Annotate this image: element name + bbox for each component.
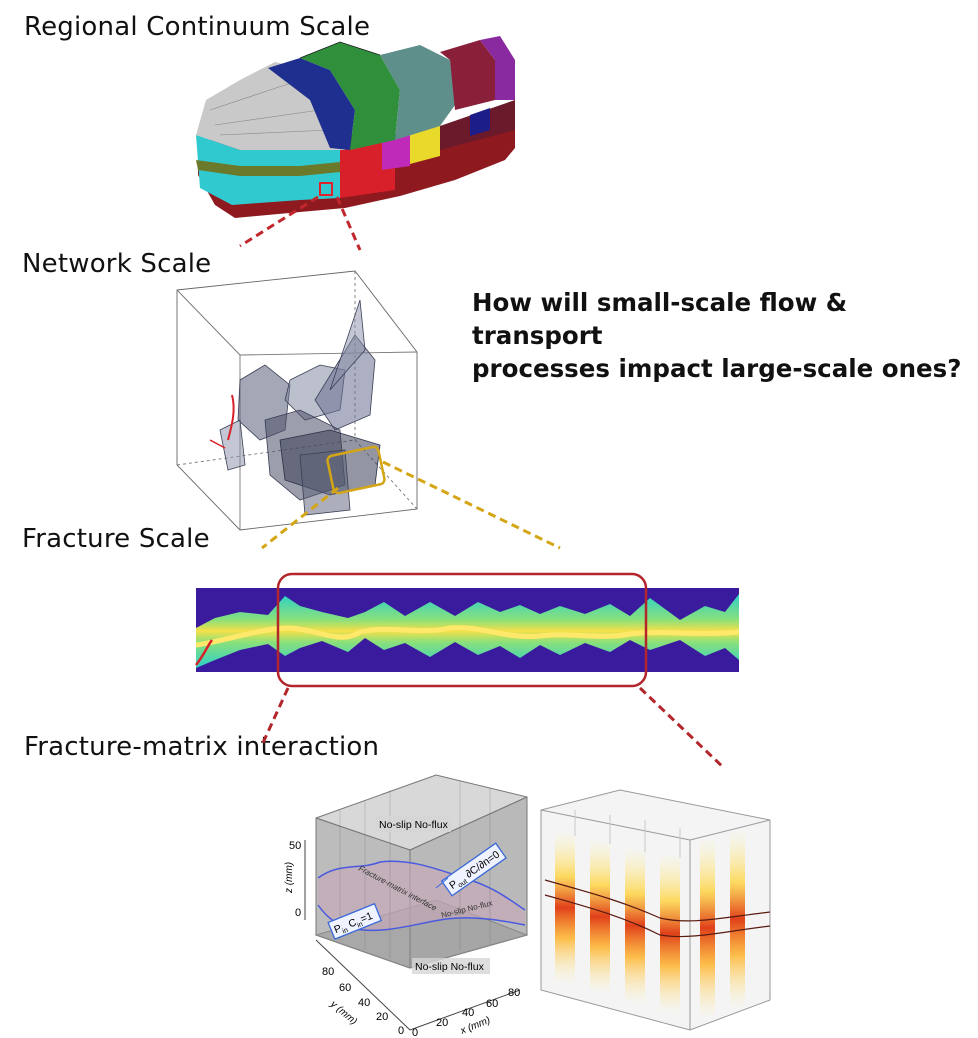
z-tick-50: 50: [289, 840, 301, 852]
svg-text:Pin Cin=1: Pin Cin=1: [332, 910, 375, 938]
connector-regional-right: [335, 196, 362, 251]
connector-network-right: [382, 460, 561, 550]
y-tick-40: 40: [358, 997, 370, 1009]
research-question: How will small-scale flow & transport pr…: [472, 286, 972, 385]
left-bc-p: P: [332, 922, 343, 936]
fracture-matrix-label: Fracture-matrix interaction: [24, 732, 380, 762]
y-tick-0: 0: [398, 1025, 404, 1037]
bottom-bc-label: No-slip No-flux: [415, 961, 485, 973]
y-tick-60: 60: [339, 982, 351, 994]
fracture-network: [209, 299, 386, 516]
connector-fracture-left: [260, 687, 290, 746]
x-tick-80: 80: [508, 987, 520, 999]
y-tick-20: 20: [376, 1011, 388, 1023]
question-line-2: processes impact large-scale ones?: [472, 354, 962, 383]
fracture-flow-strip: [195, 572, 740, 688]
z-axis-label: z (mm): [284, 862, 295, 894]
fracture-scale-label: Fracture Scale: [22, 524, 210, 554]
connector-network-left: [261, 486, 339, 550]
regional-model-block: [196, 36, 515, 218]
connector-fracture-right: [638, 686, 726, 770]
left-bc-sub2: in: [356, 921, 364, 930]
question-line-1: How will small-scale flow & transport: [472, 288, 848, 350]
right-bc-sub: out: [457, 878, 469, 889]
network-scale-label: Network Scale: [22, 249, 212, 279]
concentration-cube: [540, 789, 771, 1031]
left-bc-val: =1: [359, 910, 375, 926]
left-bc-c: C: [344, 916, 359, 931]
left-bc-sub: in: [342, 927, 350, 936]
top-bc-label: No-slip No-flux: [379, 819, 449, 831]
connector-regional-left: [239, 195, 319, 248]
x-tick-0: 0: [412, 1027, 418, 1038]
z-tick-0: 0: [295, 907, 301, 919]
x-tick-60: 60: [486, 998, 498, 1010]
y-tick-80: 80: [322, 966, 334, 978]
x-tick-40: 40: [462, 1007, 474, 1019]
y-axis-label: y (mm): [327, 998, 359, 1027]
x-tick-20: 20: [436, 1017, 448, 1029]
model-domain-plot: No-slip No-flux No-slip No-flux No-slip …: [284, 774, 529, 1038]
regional-scale-label: Regional Continuum Scale: [24, 12, 371, 42]
